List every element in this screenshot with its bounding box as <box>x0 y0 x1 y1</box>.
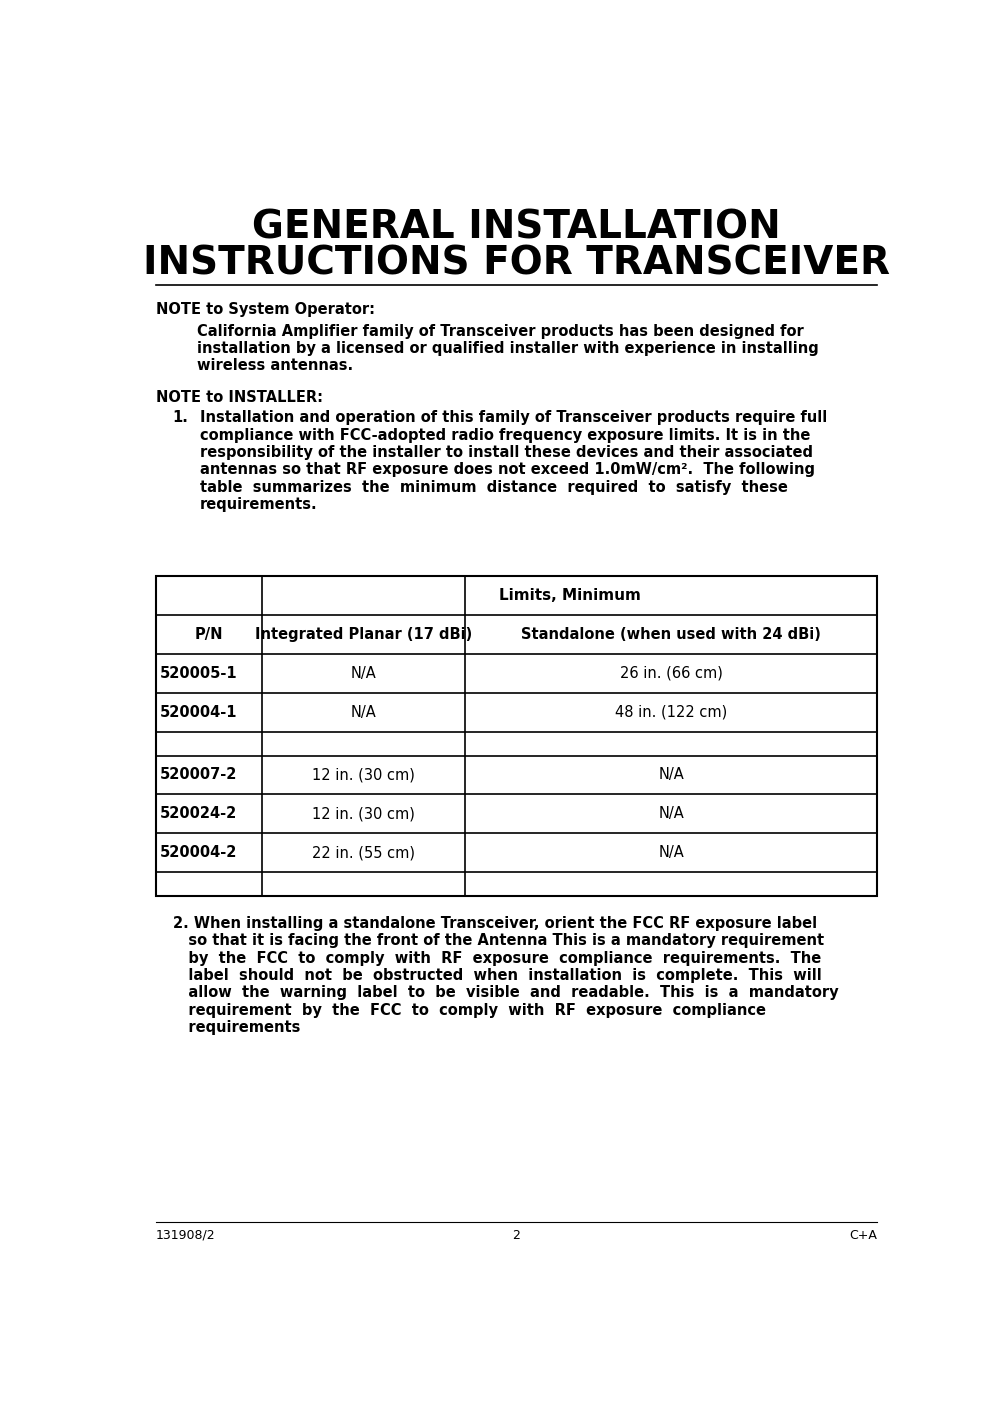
Text: 520007-2: 520007-2 <box>160 768 238 783</box>
Text: 26 in. (66 cm): 26 in. (66 cm) <box>619 665 722 681</box>
Text: 2: 2 <box>513 1229 520 1241</box>
Text: 520004-2: 520004-2 <box>160 845 238 860</box>
Text: N/A: N/A <box>351 704 377 720</box>
Text: 12 in. (30 cm): 12 in. (30 cm) <box>312 807 415 821</box>
Text: INSTRUCTIONS FOR TRANSCEIVER: INSTRUCTIONS FOR TRANSCEIVER <box>143 245 889 283</box>
Text: N/A: N/A <box>659 845 684 860</box>
Text: 2. When installing a standalone Transceiver, orient the FCC RF exposure label
  : 2. When installing a standalone Transcei… <box>173 915 838 1035</box>
Text: NOTE to System Operator:: NOTE to System Operator: <box>155 302 375 316</box>
Text: 12 in. (30 cm): 12 in. (30 cm) <box>312 768 415 783</box>
Text: N/A: N/A <box>659 768 684 783</box>
Text: 48 in. (122 cm): 48 in. (122 cm) <box>615 704 727 720</box>
Text: N/A: N/A <box>351 665 377 681</box>
Text: Integrated Planar (17 dBi): Integrated Planar (17 dBi) <box>256 627 472 641</box>
Text: 22 in. (55 cm): 22 in. (55 cm) <box>312 845 416 860</box>
FancyBboxPatch shape <box>155 576 877 896</box>
Text: Installation and operation of this family of Transceiver products require full
c: Installation and operation of this famil… <box>200 411 828 512</box>
Text: 1.: 1. <box>173 411 188 425</box>
Text: Standalone (when used with 24 dBi): Standalone (when used with 24 dBi) <box>521 627 821 641</box>
Text: GENERAL INSTALLATION: GENERAL INSTALLATION <box>252 208 780 247</box>
Text: 131908/2: 131908/2 <box>155 1229 215 1241</box>
Text: 520024-2: 520024-2 <box>160 807 238 821</box>
Text: NOTE to INSTALLER:: NOTE to INSTALLER: <box>155 389 322 405</box>
Text: Limits, Minimum: Limits, Minimum <box>498 588 640 603</box>
Text: 520004-1: 520004-1 <box>160 704 238 720</box>
Text: California Amplifier family of Transceiver products has been designed for
      : California Amplifier family of Transceiv… <box>155 323 819 374</box>
Text: C+A: C+A <box>849 1229 877 1241</box>
Text: N/A: N/A <box>659 807 684 821</box>
Text: P/N: P/N <box>194 627 224 641</box>
Text: 520005-1: 520005-1 <box>160 665 238 681</box>
